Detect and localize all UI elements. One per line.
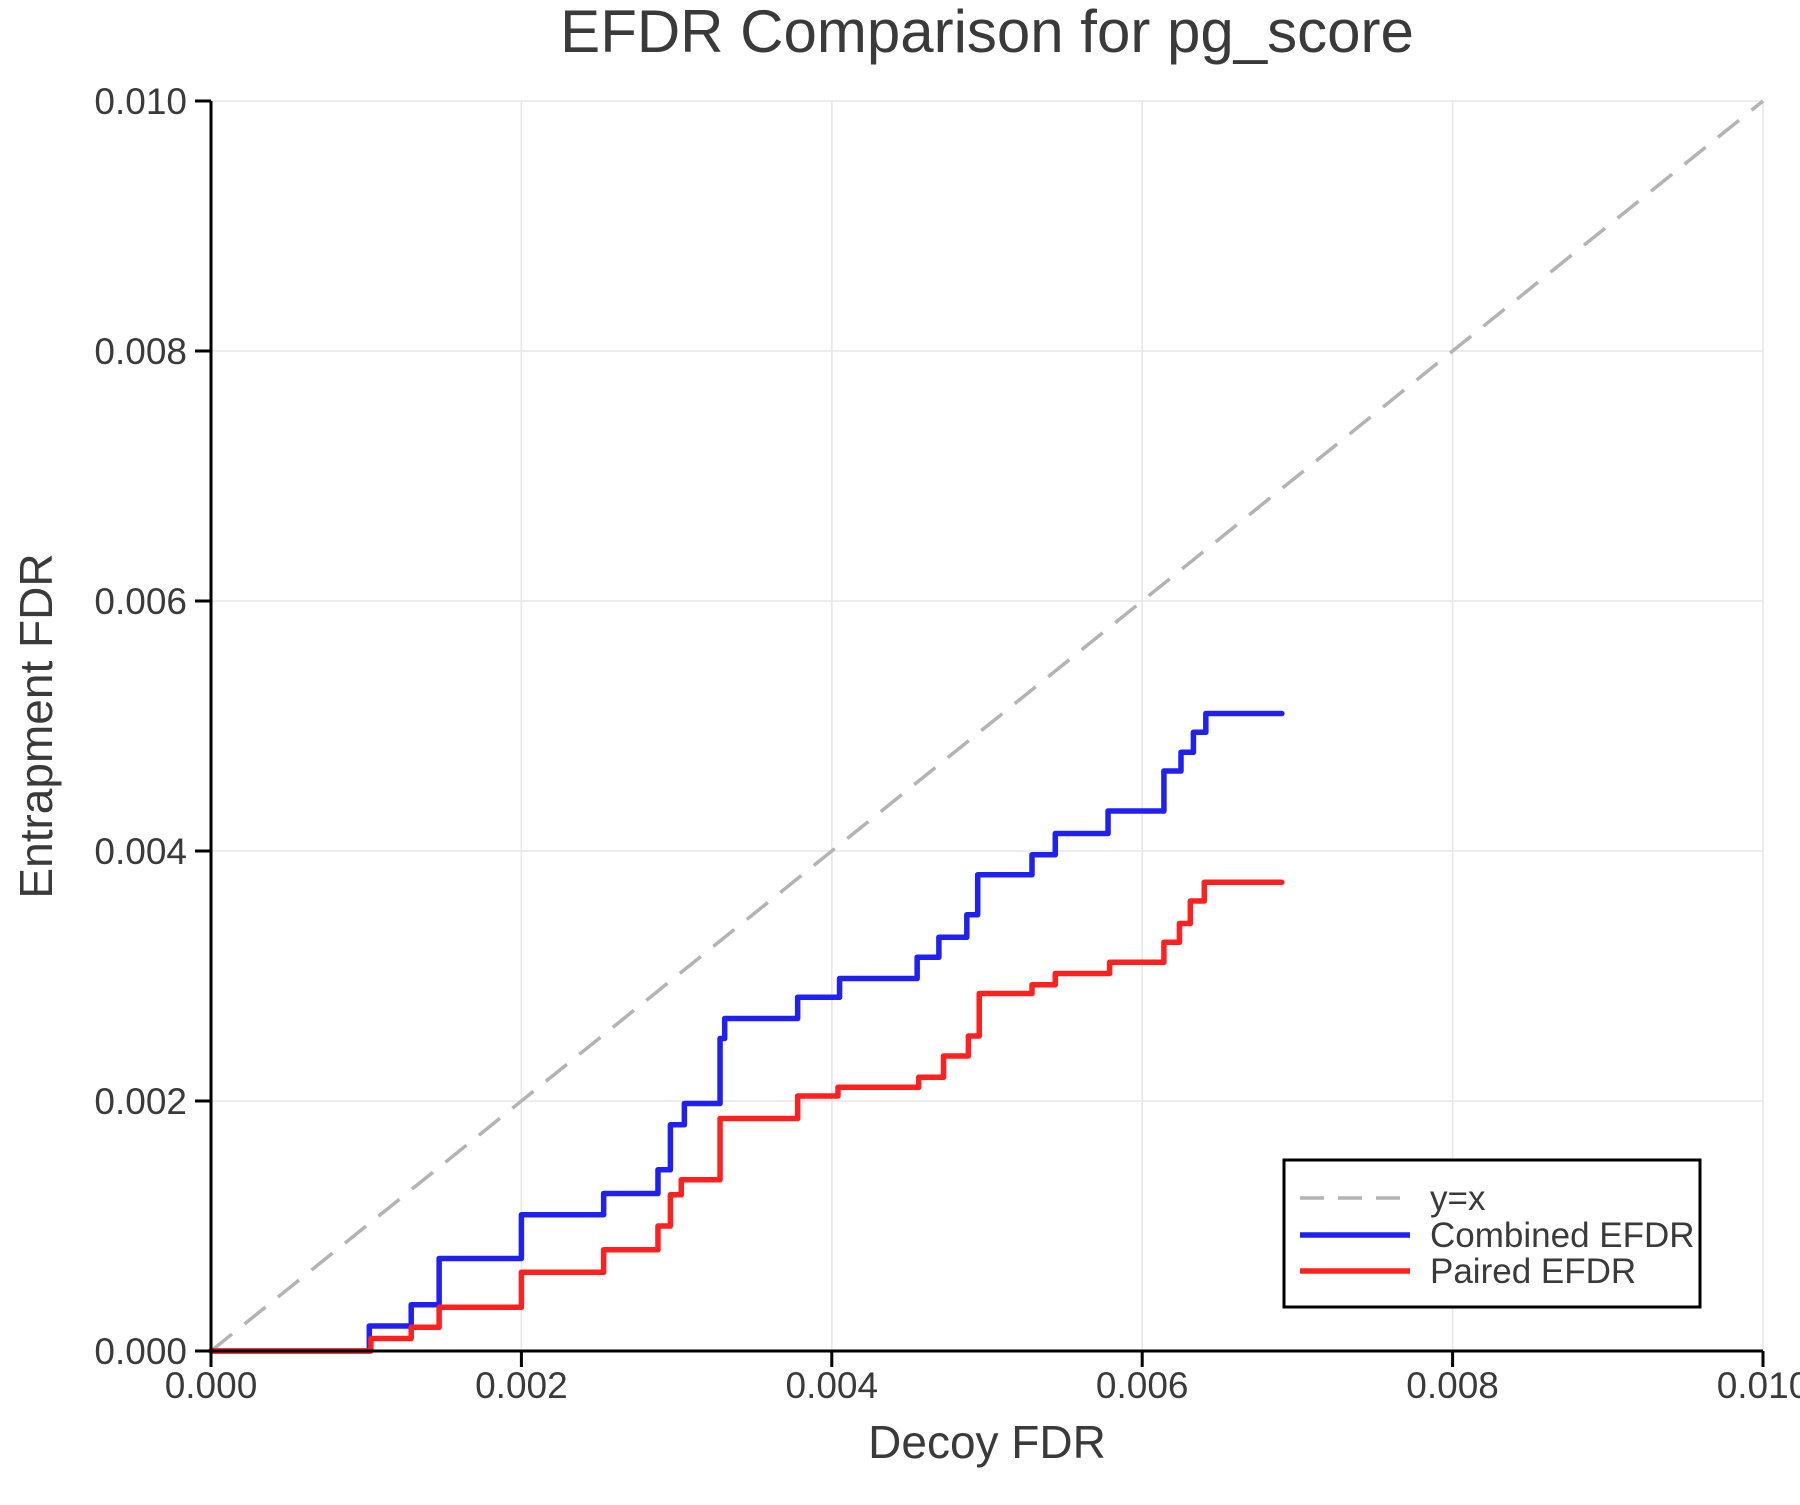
y-tick-label: 0.010 (94, 81, 187, 122)
x-tick-label: 0.008 (1406, 1365, 1499, 1406)
chart-title: EFDR Comparison for pg_score (560, 0, 1414, 65)
legend: y=x Combined EFDR Paired EFDR (1282, 1158, 1702, 1309)
legend-line-samples (1300, 1196, 1410, 1274)
legend-label-y-equals-x: y=x (1430, 1179, 1486, 1218)
x-tick-label: 0.000 (165, 1365, 258, 1406)
y-tick-label: 0.006 (94, 581, 187, 622)
series-line-combined-efdr (208, 710, 1285, 1354)
y-tick-label: 0.002 (94, 1081, 187, 1122)
x-tick-label: 0.010 (1717, 1365, 1800, 1406)
legend-label-combined-efdr: Combined EFDR (1430, 1216, 1695, 1255)
x-tick-label: 0.004 (786, 1365, 879, 1406)
series-lines (208, 710, 1285, 1354)
axes-spines (209, 101, 1763, 1353)
y-tick-label: 0.000 (94, 1331, 187, 1372)
y-axis-label: Entrapment FDR (10, 553, 62, 898)
y-tick-label: 0.004 (94, 831, 187, 872)
y-equals-x-line (209, 99, 1765, 1353)
x-tick-label: 0.006 (1096, 1365, 1189, 1406)
tick-labels: 0.000 0.002 0.004 0.006 0.008 0.010 0.000 0.002… (94, 81, 1800, 1406)
x-tick-label: 0.002 (475, 1365, 568, 1406)
gridlines (211, 100, 1764, 1351)
tick-marks (195, 99, 1765, 1367)
y-tick-label: 0.008 (94, 331, 187, 372)
series-line-paired-efdr (208, 879, 1285, 1354)
legend-label-paired-efdr: Paired EFDR (1430, 1252, 1636, 1291)
x-axis-label: Decoy FDR (868, 1416, 1106, 1468)
